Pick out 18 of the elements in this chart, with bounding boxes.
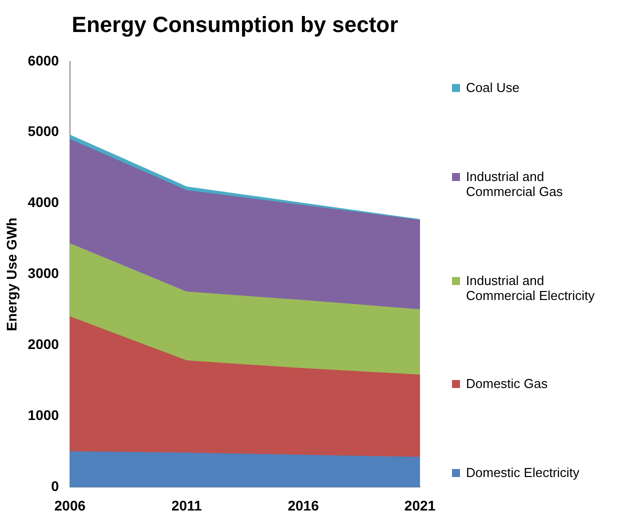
legend-label: Industrial and Commercial Gas: [466, 168, 564, 199]
x-tick-label: 2006: [54, 497, 86, 514]
legend-label: Coal Use: [466, 80, 520, 95]
y-tick-label: 3000: [28, 265, 60, 282]
y-axis-title: Energy Use GWh: [3, 218, 20, 332]
y-tick-label: 0: [51, 478, 60, 494]
legend-label: Domestic Gas: [466, 376, 548, 392]
legend-label: Domestic Electricity: [466, 465, 580, 480]
y-tick-label: 4000: [28, 194, 60, 210]
y-tick-label: 2000: [28, 336, 60, 352]
chart-title: Energy Consumption by sector: [70, 12, 400, 38]
x-tick-label: 2011: [171, 497, 202, 514]
x-tick-label: 2016: [288, 497, 320, 514]
y-tick-label: 1000: [28, 407, 60, 424]
y-tick-label: 6000: [28, 52, 60, 68]
y-tick-label: 5000: [28, 123, 60, 140]
legend-label: Industrial and Commercial Electricity: [466, 272, 596, 302]
x-tick-label: 2021: [404, 497, 436, 514]
